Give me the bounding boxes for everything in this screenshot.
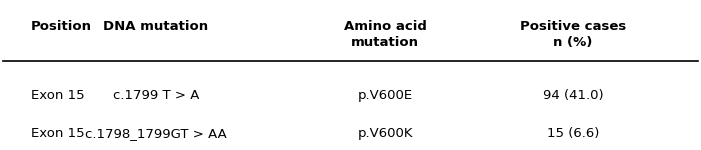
Text: Positive cases
n (%): Positive cases n (%): [520, 20, 626, 49]
Text: Exon 15: Exon 15: [31, 89, 84, 102]
Text: p.V600E: p.V600E: [358, 89, 413, 102]
Text: DNA mutation: DNA mutation: [103, 20, 208, 33]
Text: c.1798_1799GT > AA: c.1798_1799GT > AA: [85, 127, 226, 140]
Text: p.V600K: p.V600K: [358, 127, 413, 140]
Text: 15 (6.6): 15 (6.6): [547, 127, 599, 140]
Text: Exon 15: Exon 15: [31, 127, 84, 140]
Text: Amino acid
mutation: Amino acid mutation: [343, 20, 427, 49]
Text: Position: Position: [31, 20, 92, 33]
Text: 94 (41.0): 94 (41.0): [543, 89, 604, 102]
Text: c.1799 T > A: c.1799 T > A: [113, 89, 199, 102]
